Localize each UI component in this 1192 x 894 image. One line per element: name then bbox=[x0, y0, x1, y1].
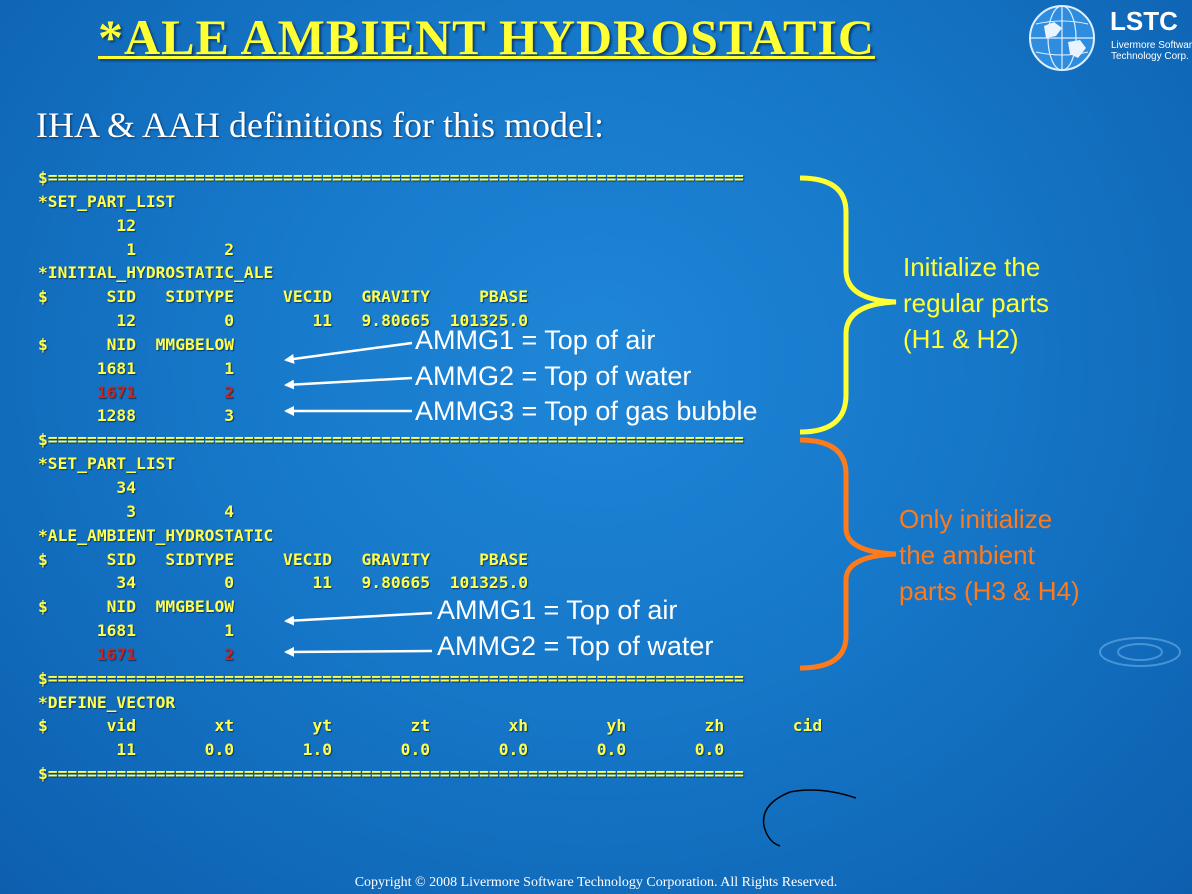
code-line-text: $ SID SIDTYPE VECID GRAVITY PBASE bbox=[38, 549, 529, 569]
code-line: $=======================================… bbox=[38, 667, 822, 691]
code-line: 11 0.0 1.0 0.0 0.0 0.0 0.0 bbox=[38, 738, 822, 762]
callout-regular-line-3: (H1 & H2) bbox=[903, 324, 1019, 354]
code-line: 1671 2 bbox=[38, 643, 822, 667]
code-line-text: $=======================================… bbox=[38, 430, 744, 450]
code-line: $ NID MMGBELOW bbox=[38, 595, 822, 619]
code-line: $=======================================… bbox=[38, 166, 822, 190]
label-ih-ammg2: AMMG2 = Top of water bbox=[415, 361, 692, 391]
code-line: 1288 3 bbox=[38, 404, 822, 428]
code-line-text: 12 bbox=[38, 215, 137, 235]
code-line: *SET_PART_LIST bbox=[38, 190, 822, 214]
code-line-text: 1681 1 bbox=[38, 358, 235, 378]
code-line: $ SID SIDTYPE VECID GRAVITY PBASE bbox=[38, 548, 822, 572]
ripple-decoration-inner bbox=[1117, 643, 1163, 661]
logo-line-2: Technology Corp. bbox=[1111, 51, 1189, 62]
globe-icon bbox=[1029, 5, 1095, 71]
ripple-decoration bbox=[1099, 637, 1181, 667]
code-line-text: 11 0.0 1.0 0.0 0.0 0.0 0.0 bbox=[38, 740, 725, 760]
callout-ambient-line-1: Only initialize bbox=[899, 504, 1053, 534]
code-line: 12 bbox=[38, 214, 822, 238]
code-line-text: *INITIAL_HYDROSTATIC_ALE bbox=[38, 263, 274, 283]
code-line: 12 0 11 9.80665 101325.0 bbox=[38, 309, 822, 333]
code-line: 34 0 11 9.80665 101325.0 bbox=[38, 571, 822, 595]
code-line-text: 1 2 bbox=[38, 239, 235, 259]
code-line-text: $ vid xt yt zt xh yh zh cid bbox=[38, 716, 823, 736]
code-line: 1681 1 bbox=[38, 619, 822, 643]
code-line: $=======================================… bbox=[38, 428, 822, 452]
slide-subtitle: IHA & AAH definitions for this model: bbox=[36, 105, 604, 145]
logo-name: LSTC bbox=[1110, 6, 1178, 36]
code-line-text: $=======================================… bbox=[38, 764, 744, 784]
ripple-mark bbox=[762, 789, 857, 847]
code-line-text: *DEFINE_VECTOR bbox=[38, 692, 176, 712]
code-line: $ NID MMGBELOW bbox=[38, 333, 822, 357]
callout-ambient-line-3: parts (H3 & H4) bbox=[899, 576, 1080, 606]
callout-regular-line-2: regular parts bbox=[903, 288, 1049, 318]
code-line-text: *ALE_AMBIENT_HYDROSTATIC bbox=[38, 525, 274, 545]
callout-ambient-line-2: the ambient bbox=[899, 540, 1035, 570]
code-line-text: 1681 1 bbox=[38, 621, 235, 641]
code-line-text: 34 0 11 9.80665 101325.0 bbox=[38, 573, 529, 593]
code-line-text: 1671 2 bbox=[38, 382, 235, 402]
code-line: 34 bbox=[38, 476, 822, 500]
code-line: *INITIAL_HYDROSTATIC_ALE bbox=[38, 261, 822, 285]
code-line-text: $=======================================… bbox=[38, 668, 744, 688]
code-line: 1681 1 bbox=[38, 357, 822, 381]
code-line: $ SID SIDTYPE VECID GRAVITY PBASE bbox=[38, 285, 822, 309]
code-line-text: *SET_PART_LIST bbox=[38, 191, 176, 211]
code-line-text: $ NID MMGBELOW bbox=[38, 597, 235, 617]
logo-line-1: Livermore Software bbox=[1111, 40, 1192, 51]
code-line-text: 3 4 bbox=[38, 501, 235, 521]
code-line-text: $=======================================… bbox=[38, 168, 744, 187]
label-ih-ammg3: AMMG3 = Top of gas bubble bbox=[415, 396, 758, 426]
code-line-text: 12 0 11 9.80665 101325.0 bbox=[38, 311, 529, 331]
code-line-text: $ SID SIDTYPE VECID GRAVITY PBASE bbox=[38, 287, 529, 307]
lstc-logo: LSTC Livermore Software Technology Corp. bbox=[1022, 2, 1192, 72]
code-line: $=======================================… bbox=[38, 762, 822, 786]
code-line: $ vid xt yt zt xh yh zh cid bbox=[38, 714, 822, 738]
code-line-text: $ NID MMGBELOW bbox=[38, 334, 235, 354]
keyword-listing: $=======================================… bbox=[38, 166, 822, 786]
code-line: *DEFINE_VECTOR bbox=[38, 691, 822, 715]
code-line-text: 1288 3 bbox=[38, 406, 235, 426]
copyright-footer: Copyright © 2008 Livermore Software Tech… bbox=[354, 875, 838, 890]
callout-ambient-parts: Only initialize the ambient parts (H3 & … bbox=[899, 501, 1080, 609]
code-line: 1671 2 bbox=[38, 381, 822, 405]
code-line-text: *SET_PART_LIST bbox=[38, 454, 176, 474]
code-line: 3 4 bbox=[38, 500, 822, 524]
label-aah-ammg2: AMMG2 = Top of water bbox=[437, 631, 714, 661]
slide-title: *ALE AMBIENT HYDROSTATIC bbox=[98, 9, 875, 65]
code-line-text: 1671 2 bbox=[38, 644, 235, 664]
callout-regular-parts: Initialize the regular parts (H1 & H2) bbox=[903, 249, 1049, 357]
code-line: *ALE_AMBIENT_HYDROSTATIC bbox=[38, 524, 822, 548]
label-ih-ammg1: AMMG1 = Top of air bbox=[415, 325, 656, 355]
callout-regular-line-1: Initialize the bbox=[903, 252, 1041, 282]
code-line-text: 34 bbox=[38, 477, 137, 497]
code-line: *SET_PART_LIST bbox=[38, 452, 822, 476]
code-line: 1 2 bbox=[38, 238, 822, 262]
logo-company: Livermore Software Technology Corp. bbox=[1111, 40, 1192, 62]
label-aah-ammg1: AMMG1 = Top of air bbox=[437, 595, 678, 625]
